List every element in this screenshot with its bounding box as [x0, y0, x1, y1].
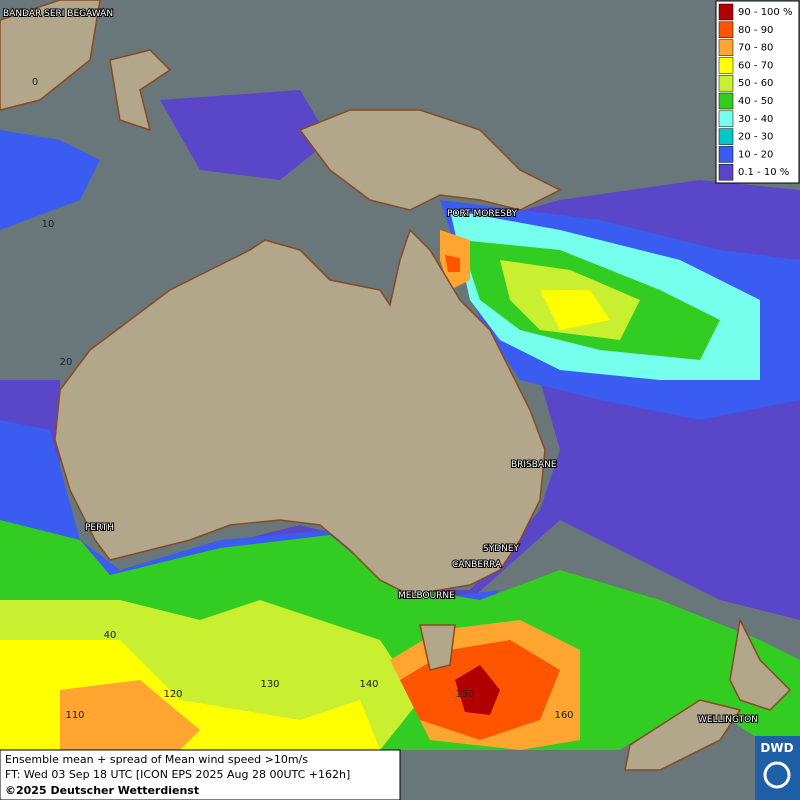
nz-south — [624, 699, 742, 771]
probability-field — [0, 90, 800, 750]
legend-swatch — [718, 74, 734, 92]
grid-label: 140 — [359, 679, 378, 690]
grid-label: 20 — [60, 357, 73, 368]
grid-label: 120 — [163, 689, 182, 700]
legend-swatch — [718, 163, 734, 181]
grid-label: 0 — [32, 77, 38, 88]
caption-line: Ensemble mean + spread of Mean wind spee… — [5, 753, 308, 766]
legend-label: 80 - 90 — [738, 25, 773, 36]
legend-label: 50 - 60 — [738, 78, 773, 89]
logo-text: DWD — [760, 741, 793, 755]
probability-area — [445, 255, 460, 272]
legend-swatch — [718, 57, 734, 74]
legend-swatch — [718, 3, 734, 21]
legend-swatch — [718, 128, 734, 145]
probability-area — [540, 290, 610, 330]
legend-label: 70 - 80 — [738, 43, 773, 54]
city-label: WELLINGTON — [698, 715, 758, 725]
city-label: CANBERRA — [452, 560, 502, 570]
grid-labels: 0 10 20 40 110 120 130 140 150 160 — [32, 77, 574, 721]
new-guinea — [298, 109, 562, 211]
city-label: MELBOURNE — [398, 591, 455, 601]
city-labels: BANDAR SERI BEGAWAN PORT MORESBY BRISBANE S… — [2, 8, 759, 726]
probability-area — [60, 680, 200, 750]
legend-label: 40 - 50 — [738, 96, 773, 107]
city-label: BRISBANE — [511, 460, 557, 470]
city-label: BANDAR SERI BEGAWAN — [3, 9, 113, 19]
legend-swatch — [718, 21, 734, 39]
caption-box — [0, 749, 401, 800]
sulawesi — [109, 49, 172, 132]
probability-area — [160, 90, 330, 180]
borneo — [0, 0, 101, 111]
logo-box — [755, 736, 800, 800]
caption-line: FT: Wed 03 Sep 18 UTC [ICON EPS 2025 Aug… — [5, 768, 350, 781]
logo-icon — [763, 761, 791, 789]
grid-label: 10 — [42, 219, 55, 230]
caption-line: ©2025 Deutscher Wetterdienst — [5, 784, 199, 797]
legend-swatch — [718, 39, 734, 56]
legend-label: 30 - 40 — [738, 114, 773, 125]
land — [0, 0, 792, 771]
legend-swatch — [718, 110, 734, 128]
city-label: PERTH — [85, 523, 114, 533]
city-label: SYDNEY — [483, 544, 520, 554]
nz-north — [729, 617, 792, 711]
legend-label: 10 - 20 — [738, 149, 773, 160]
legend-label: 20 - 30 — [738, 132, 773, 143]
city-label: PORT MORESBY — [447, 209, 518, 219]
legend-label: 60 - 70 — [738, 60, 773, 71]
legend-swatch — [718, 92, 734, 110]
grid-label: 160 — [554, 710, 573, 721]
probability-area — [0, 130, 100, 230]
legend-swatch — [718, 146, 734, 163]
grid-label: 110 — [65, 710, 84, 721]
australia — [54, 228, 546, 596]
tasmania — [419, 624, 456, 671]
legend-label: 0.1 - 10 % — [738, 167, 789, 178]
legend: 90 - 100 % 80 - 90 70 - 80 60 - 70 50 - 60 40… — [715, 0, 800, 184]
legend-label: 90 - 100 % — [738, 7, 792, 18]
probability-area — [455, 665, 500, 715]
grid-label: 40 — [104, 630, 117, 641]
grid-label: 130 — [260, 679, 279, 690]
grid-label: 150 — [455, 689, 474, 700]
